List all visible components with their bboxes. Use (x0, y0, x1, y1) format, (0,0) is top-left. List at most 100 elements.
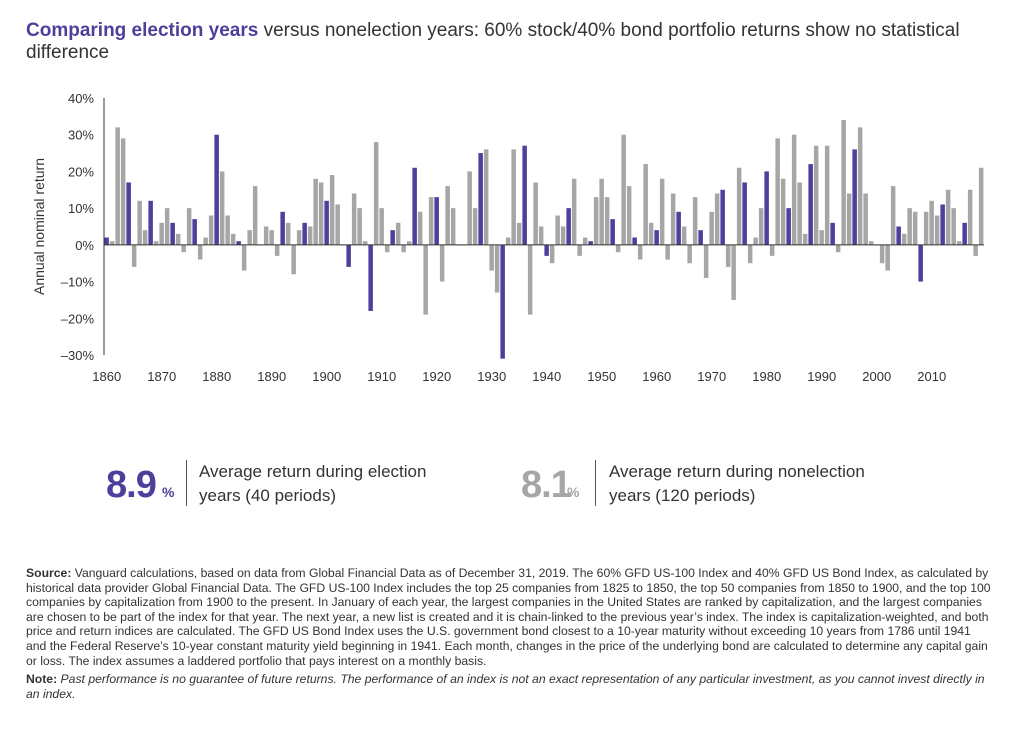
election-year-bar (962, 222, 967, 245)
nonelection-year-bar (885, 244, 890, 271)
disclaimer-note: Note: Past performance is no guarantee o… (26, 672, 992, 701)
title-rest: versus nonelection years: 60% stock/40% … (26, 20, 960, 63)
y-axis-label: Annual nominal return (31, 158, 47, 295)
election-year-bar (940, 204, 945, 245)
nonelection-year-bar (846, 193, 852, 245)
nonelection-year-bar (703, 244, 709, 278)
y-tick-label: 30% (68, 128, 94, 143)
y-tick-label: 40% (68, 91, 94, 106)
election-year-bar (764, 171, 769, 245)
nonelection-year-bar (868, 241, 874, 245)
nonelection-year-bar (670, 193, 676, 245)
x-tick-label: 1940 (532, 369, 561, 384)
x-tick-label: 2000 (862, 369, 891, 384)
nonelection-year-bar (956, 241, 962, 245)
nonelection-year-bar (973, 244, 978, 256)
election-year-bar (500, 244, 505, 359)
nonelection-year-bar (423, 244, 428, 315)
nonelection-year-bar (643, 164, 648, 245)
note-text: Past performance is no guarantee of futu… (26, 672, 985, 701)
nonelection-year-bar (863, 193, 868, 245)
nonelection-year-bar (934, 215, 940, 245)
y-tick-label: –10% (61, 275, 95, 290)
election-year-bar (786, 208, 791, 245)
nonelection-year-bar (577, 244, 582, 256)
note-label: Note: (26, 672, 58, 687)
nonelection-year-bar (797, 182, 802, 245)
nonelection-year-bar (406, 241, 412, 245)
nonelection-year-bar (824, 145, 830, 245)
nonelection-year-bar (159, 222, 164, 245)
election-year-bar (148, 200, 153, 245)
nonelection-year-bar (230, 233, 236, 245)
election-year-bar (654, 230, 659, 245)
nonelection-year-bar (483, 149, 489, 245)
nonelection-year-bar (181, 244, 186, 253)
election-year-bar (588, 241, 593, 245)
nonelection-year-bar (373, 142, 379, 245)
election-year-bar (126, 182, 131, 245)
nonelection-year-bar (951, 208, 956, 245)
nonelection-year-bar (186, 208, 192, 245)
election-year-bar (676, 211, 681, 245)
nonelection-year-bar (203, 237, 208, 245)
election-year-bar (610, 219, 615, 245)
nonelection-year-bar (758, 208, 764, 245)
nonelection-year-bar (901, 233, 907, 245)
nonelection-year-bar (841, 120, 846, 245)
nonelection-year-bar (489, 244, 494, 271)
nonelection-year-bar (137, 200, 142, 245)
nonelection-year-bar (709, 211, 714, 245)
title-bold: Comparing election years (26, 20, 259, 41)
nonelection-year-bar (527, 244, 533, 315)
nonelection-year-bar (269, 230, 274, 245)
nonelection-year-bar (923, 211, 929, 245)
nonelection-year-bar (384, 244, 390, 253)
nonelection-year-bar (175, 233, 181, 245)
nonelection-year-bar (725, 244, 731, 267)
nonelection-year-bar (445, 186, 450, 245)
x-tick-label: 1960 (642, 369, 671, 384)
nonelection-year-bar (769, 244, 775, 256)
nonelection-year-bar (291, 244, 296, 275)
nonelection-year-bar (978, 167, 984, 245)
election-year-bar (918, 244, 923, 282)
nonelection-year-bar (450, 208, 456, 245)
election-year-bar (720, 189, 725, 245)
nonelection-year-bar (857, 127, 863, 245)
nonelection-year-bar (109, 241, 115, 245)
x-tick-label: 1980 (752, 369, 781, 384)
election-year-bar (214, 134, 219, 245)
election-year-bar (566, 208, 571, 245)
election-year-bar (346, 244, 351, 267)
nonelection-year-bar (967, 189, 973, 245)
nonelection-year-bar (511, 149, 516, 245)
election-year-bar (434, 197, 439, 245)
nonelection-year-bar (615, 244, 621, 253)
nonelection-year-bar (533, 182, 538, 245)
election-average-unit: % (162, 484, 175, 500)
nonelection-year-bar (472, 208, 478, 245)
nonelection-year-bar (637, 244, 643, 260)
election-year-bar (698, 230, 703, 245)
nonelection-year-bar (819, 230, 824, 245)
nonelection-year-bar (780, 178, 786, 245)
nonelection-year-bar (120, 138, 126, 245)
nonelection-year-bar (890, 186, 896, 245)
nonelection-year-bar (335, 204, 340, 245)
nonelection-year-bar (164, 208, 170, 245)
nonelection-year-bar (929, 200, 934, 245)
nonelection-year-bar (395, 222, 401, 245)
nonelection-year-bar (219, 171, 225, 245)
nonelection-year-bar (379, 208, 384, 245)
nonelection-year-bar (549, 244, 555, 264)
election-year-bar (478, 153, 483, 245)
nonelection-year-bar (681, 226, 687, 245)
x-tick-label: 1920 (422, 369, 451, 384)
nonelection-year-bar (582, 237, 588, 245)
nonelection-year-bar (747, 244, 753, 264)
nonelection-year-bar (285, 222, 291, 245)
nonelection-year-bar (665, 244, 670, 260)
election-year-bar (390, 230, 395, 245)
election-year-bar (280, 211, 285, 245)
